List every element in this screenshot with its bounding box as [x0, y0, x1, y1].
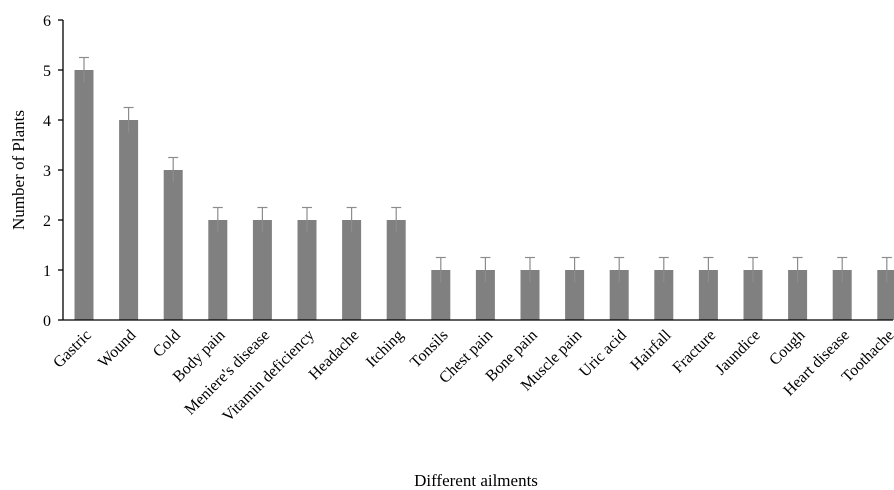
- y-ticks-group: 0 1 2 3 4 5 6: [43, 13, 63, 330]
- bar: [74, 70, 94, 320]
- bar: [565, 270, 585, 320]
- x-tick-label: Headache: [306, 327, 363, 384]
- x-tick-label: Tonsils: [407, 327, 452, 372]
- error-bar: [748, 256, 758, 283]
- error-bar: [792, 256, 803, 283]
- x-tick-label: Gastric: [50, 327, 95, 372]
- y-tick-label: 1: [43, 263, 51, 280]
- error-bar: [123, 106, 134, 133]
- y-tick-label: 4: [43, 113, 51, 130]
- bar: [342, 220, 362, 320]
- x-tick-label: Cough: [766, 327, 808, 369]
- error-bar: [569, 256, 580, 283]
- error-bar: [614, 256, 625, 283]
- x-tick-label: Itching: [363, 327, 407, 371]
- error-bar: [257, 206, 268, 233]
- bars-group: [74, 70, 894, 320]
- error-bar: [480, 256, 491, 283]
- bar: [788, 270, 808, 320]
- error-bar: [435, 256, 446, 283]
- bar: [208, 220, 228, 320]
- bar: [743, 270, 763, 320]
- bar: [119, 120, 139, 320]
- error-bar: [346, 206, 357, 233]
- bar: [431, 270, 451, 320]
- error-bar: [837, 256, 848, 283]
- x-tick-label: Fracture: [670, 327, 720, 377]
- x-tick-label: Cold: [150, 327, 184, 361]
- bar: [163, 170, 183, 320]
- error-bars-group: [79, 56, 892, 283]
- error-bar: [881, 256, 892, 283]
- x-tick-label: Hairfall: [627, 326, 675, 374]
- bar: [252, 220, 272, 320]
- error-bar: [212, 206, 223, 233]
- x-axis-title: Different ailments: [414, 471, 538, 490]
- bar: [698, 270, 718, 320]
- y-tick-label: 6: [43, 13, 51, 30]
- error-bar: [703, 256, 714, 283]
- y-tick-label: 2: [43, 213, 51, 230]
- x-tick-label: Jaundice: [712, 327, 764, 379]
- error-bar: [391, 206, 402, 233]
- x-tick-label: Wound: [95, 327, 139, 371]
- error-bar: [658, 256, 669, 283]
- y-tick-label: 3: [43, 163, 51, 180]
- bar: [609, 270, 629, 320]
- error-bar: [302, 206, 312, 233]
- bar: [475, 270, 495, 320]
- y-tick-label: 5: [43, 63, 51, 80]
- bar: [297, 220, 317, 320]
- bar: [386, 220, 406, 320]
- error-bar: [168, 156, 179, 183]
- bar: [654, 270, 674, 320]
- bar: [877, 270, 894, 320]
- bar: [520, 270, 540, 320]
- y-axis-title: Number of Plants: [9, 110, 28, 230]
- error-bar: [79, 56, 89, 83]
- y-tick-label: 0: [43, 313, 51, 330]
- bar: [832, 270, 852, 320]
- x-tick-label: Uric acid: [576, 327, 630, 381]
- error-bar: [525, 256, 535, 283]
